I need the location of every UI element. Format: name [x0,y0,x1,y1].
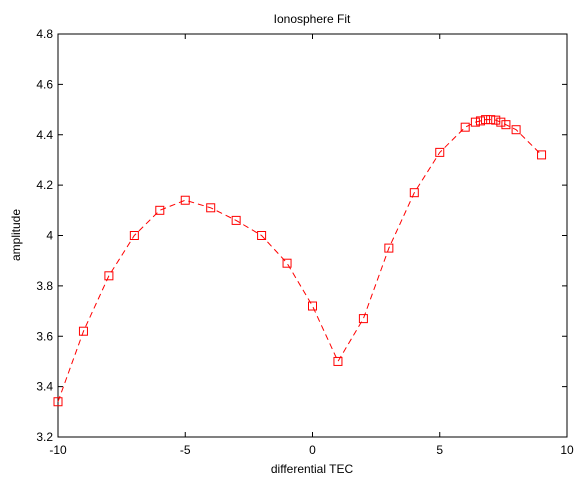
y-tick-label: 4.2 [36,178,53,192]
data-point [257,231,267,240]
y-tick-label: 3.6 [36,329,53,343]
data-point [491,115,501,125]
data-point [511,125,521,135]
y-tick-label: 3.4 [36,380,53,394]
data-point [435,147,445,157]
data-point [501,120,511,130]
axis-ticks [57,33,568,438]
y-tick-label: 4.8 [36,27,53,41]
data-point [206,203,216,213]
y-tick-label: 4.4 [36,128,53,142]
x-tick-label: -10 [49,443,67,457]
data-point [231,215,241,225]
data-point [475,116,485,126]
data-point [308,301,317,311]
data-point [282,258,292,268]
y-axis-label: amplitude [9,209,23,261]
y-tick-label: 4.6 [36,77,53,91]
data-point [333,356,343,366]
x-tick-label: 5 [436,443,443,457]
data-point [53,397,63,407]
data-point [78,326,88,336]
chart-title: Ionosphere Fit [274,12,351,26]
x-axis-label: differential TEC [271,462,354,476]
series-markers [53,115,547,407]
data-point [129,231,139,240]
tick-labels: -10 -5 0 5 10 3.2 3.4 3.6 3.8 4 4.2 4.4 4.6 4.8 [36,27,574,457]
plot-area [57,33,568,438]
data-point [537,150,547,160]
data-point [104,271,114,281]
data-point [409,188,419,198]
y-tick-label: 3.2 [36,430,53,444]
data-point [384,243,394,253]
data-point [496,117,506,127]
data-point [358,314,368,324]
data-point [486,115,496,125]
x-tick-label: 10 [560,443,574,457]
data-point [470,117,480,127]
x-tick-label: -5 [180,443,191,457]
y-tick-label: 4 [46,229,53,243]
x-tick-label: 0 [309,443,316,457]
data-point [460,122,470,132]
data-point [155,205,165,215]
data-point [481,115,491,125]
y-tick-label: 3.8 [36,279,53,293]
data-point [180,195,190,205]
